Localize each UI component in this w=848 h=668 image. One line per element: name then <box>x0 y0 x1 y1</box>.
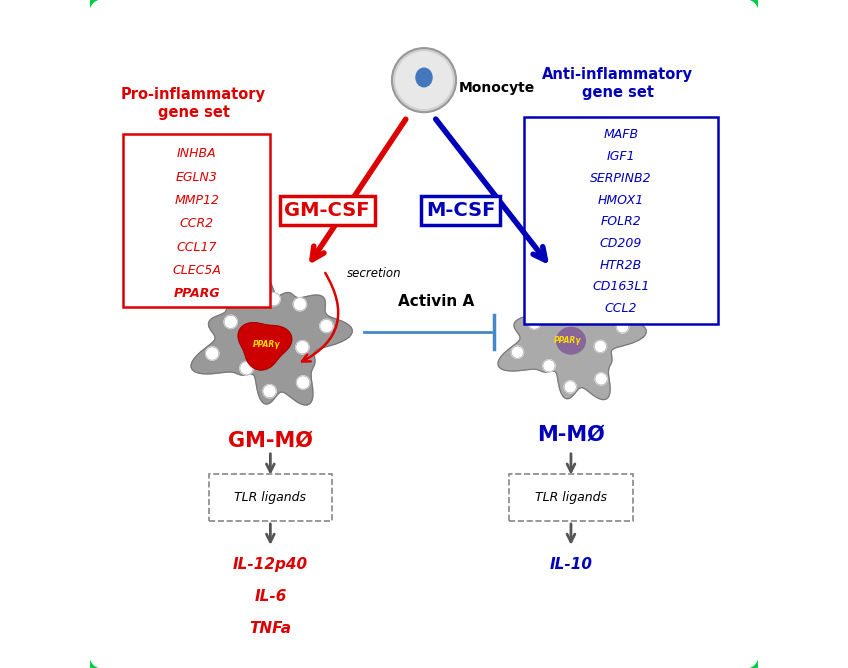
Text: HTR2B: HTR2B <box>600 259 642 272</box>
Text: M-MØ: M-MØ <box>537 424 605 444</box>
Text: FOLR2: FOLR2 <box>600 215 641 228</box>
Text: PPARγ: PPARγ <box>254 339 281 349</box>
Text: CCL2: CCL2 <box>605 302 638 315</box>
Text: IL-10: IL-10 <box>550 557 593 572</box>
Circle shape <box>511 346 523 358</box>
Text: IGF1: IGF1 <box>607 150 635 163</box>
Text: CD163L1: CD163L1 <box>593 281 650 293</box>
Text: Pro-inflammatory
gene set: Pro-inflammatory gene set <box>121 88 266 120</box>
Text: Monocyte: Monocyte <box>459 81 535 95</box>
Text: Activin A: Activin A <box>398 295 474 309</box>
Circle shape <box>564 381 577 393</box>
Circle shape <box>543 296 555 309</box>
Text: HMOX1: HMOX1 <box>598 194 644 206</box>
Text: Anti-inflammatory
gene set: Anti-inflammatory gene set <box>542 67 693 100</box>
Circle shape <box>595 373 607 385</box>
FancyBboxPatch shape <box>124 134 271 307</box>
Circle shape <box>224 315 237 329</box>
Text: EGLN3: EGLN3 <box>176 170 218 184</box>
Ellipse shape <box>416 68 432 87</box>
Circle shape <box>267 293 280 306</box>
Circle shape <box>296 341 309 354</box>
Text: PPARγ: PPARγ <box>554 336 582 345</box>
Text: CCL17: CCL17 <box>176 240 217 254</box>
Circle shape <box>543 360 555 372</box>
Text: CD209: CD209 <box>600 237 642 250</box>
Text: INHBA: INHBA <box>177 147 217 160</box>
Text: TLR ligands: TLR ligands <box>535 491 607 504</box>
FancyBboxPatch shape <box>509 474 633 521</box>
Circle shape <box>320 319 333 333</box>
Circle shape <box>528 317 540 329</box>
Text: TNFa: TNFa <box>249 621 292 636</box>
Text: MAFB: MAFB <box>604 128 639 142</box>
Circle shape <box>392 48 456 112</box>
Circle shape <box>240 293 254 306</box>
Text: GM-MØ: GM-MØ <box>228 431 313 451</box>
Circle shape <box>616 321 628 333</box>
Circle shape <box>568 296 580 308</box>
Text: PPARG: PPARG <box>174 287 220 301</box>
Circle shape <box>293 297 306 311</box>
Text: SERPINB2: SERPINB2 <box>590 172 652 185</box>
Text: CLEC5A: CLEC5A <box>172 264 221 277</box>
Circle shape <box>205 347 219 360</box>
Text: IL-12p40: IL-12p40 <box>233 557 308 572</box>
Text: M-CSF: M-CSF <box>426 201 495 220</box>
Ellipse shape <box>556 327 585 354</box>
Text: TLR ligands: TLR ligands <box>234 491 306 504</box>
Polygon shape <box>238 323 292 370</box>
Text: GM-CSF: GM-CSF <box>284 201 370 220</box>
Text: MMP12: MMP12 <box>175 194 220 207</box>
Circle shape <box>240 361 253 375</box>
Text: CCR2: CCR2 <box>180 217 214 230</box>
Polygon shape <box>498 263 646 399</box>
FancyBboxPatch shape <box>524 117 718 324</box>
FancyBboxPatch shape <box>86 0 762 668</box>
Circle shape <box>592 301 605 313</box>
Text: secretion: secretion <box>347 267 401 281</box>
Circle shape <box>396 52 452 108</box>
FancyArrowPatch shape <box>302 273 338 361</box>
Circle shape <box>263 385 276 398</box>
FancyBboxPatch shape <box>209 474 332 521</box>
Text: IL-6: IL-6 <box>254 589 287 604</box>
Circle shape <box>594 341 606 353</box>
Circle shape <box>297 376 310 389</box>
Polygon shape <box>191 257 352 405</box>
